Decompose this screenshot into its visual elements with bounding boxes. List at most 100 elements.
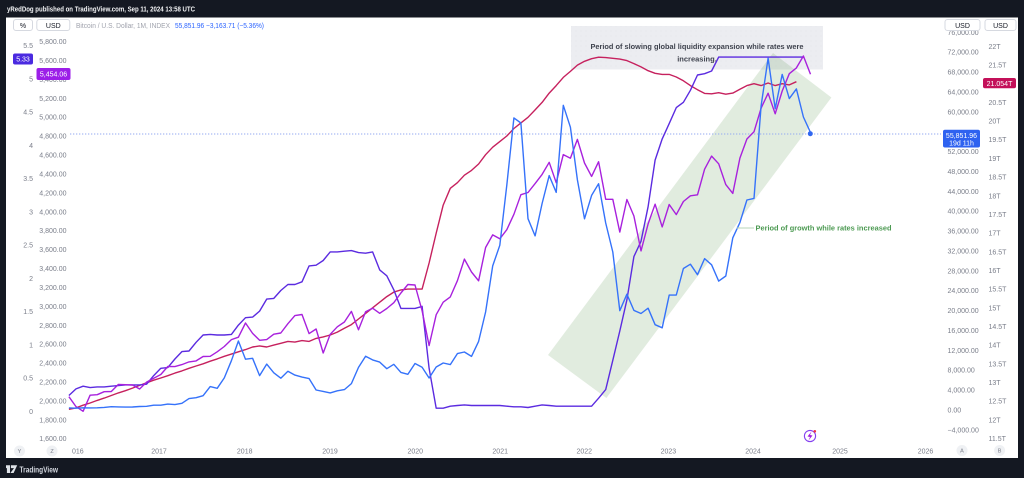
- svg-text:Z: Z: [50, 449, 54, 455]
- svg-text:2026: 2026: [918, 449, 934, 456]
- svg-text:2018: 2018: [237, 449, 253, 456]
- svg-text:−4,000.00: −4,000.00: [948, 427, 979, 434]
- svg-text:36,000.00: 36,000.00: [948, 229, 979, 236]
- svg-text:3.5: 3.5: [23, 176, 33, 183]
- svg-text:0.00: 0.00: [948, 408, 962, 415]
- svg-text:Period of slowing global liqui: Period of slowing global liquidity expan…: [591, 42, 804, 51]
- svg-text:76,000.00: 76,000.00: [948, 30, 979, 37]
- svg-text:3,800.00: 3,800.00: [39, 228, 66, 235]
- svg-text:USD: USD: [993, 23, 1008, 30]
- svg-text:2023: 2023: [661, 449, 677, 456]
- svg-text:5,600.00: 5,600.00: [39, 58, 66, 65]
- svg-text:5.5: 5.5: [23, 43, 33, 50]
- svg-text:17.5T: 17.5T: [989, 212, 1008, 219]
- svg-text:4.5: 4.5: [23, 110, 33, 117]
- svg-text:2022: 2022: [577, 449, 593, 456]
- svg-text:5,000.00: 5,000.00: [39, 115, 66, 122]
- svg-text:19T: 19T: [989, 156, 1002, 163]
- svg-text:16,000.00: 16,000.00: [948, 328, 979, 335]
- svg-text:yRedDog published on TradingVi: yRedDog published on TradingView.com, Se…: [7, 4, 195, 13]
- svg-text:44,000.00: 44,000.00: [948, 189, 979, 196]
- svg-text:0: 0: [29, 409, 33, 416]
- svg-text:3: 3: [29, 210, 33, 217]
- svg-text:2025: 2025: [832, 449, 848, 456]
- svg-text:12,000.00: 12,000.00: [948, 348, 979, 355]
- svg-text:13.5T: 13.5T: [989, 361, 1008, 368]
- svg-text:18.5T: 18.5T: [989, 175, 1008, 182]
- svg-text:14.5T: 14.5T: [989, 324, 1008, 331]
- svg-text:3,600.00: 3,600.00: [39, 247, 66, 254]
- svg-text:2021: 2021: [492, 449, 508, 456]
- svg-text:17T: 17T: [989, 231, 1002, 238]
- svg-text:1: 1: [29, 343, 33, 350]
- svg-text:22T: 22T: [989, 44, 1002, 51]
- svg-text:4,000.00: 4,000.00: [39, 209, 66, 216]
- svg-text:TradingView: TradingView: [20, 465, 59, 474]
- svg-text:55,851.96 −3,163.71 (−5.36%): 55,851.96 −3,163.71 (−5.36%): [175, 23, 264, 30]
- svg-text:2: 2: [29, 276, 33, 283]
- svg-text:60,000.00: 60,000.00: [948, 109, 979, 116]
- svg-text:28,000.00: 28,000.00: [948, 268, 979, 275]
- svg-text:4,800.00: 4,800.00: [39, 134, 66, 141]
- svg-text:3,400.00: 3,400.00: [39, 266, 66, 273]
- svg-text:55,851.96: 55,851.96: [946, 133, 977, 140]
- svg-text:2019: 2019: [322, 449, 338, 456]
- svg-text:%: %: [20, 23, 26, 30]
- svg-text:20.5T: 20.5T: [989, 100, 1008, 107]
- svg-text:21.5T: 21.5T: [989, 63, 1008, 70]
- svg-text:5,800.00: 5,800.00: [39, 39, 66, 46]
- svg-text:5.33: 5.33: [16, 57, 30, 64]
- svg-text:16.5T: 16.5T: [989, 249, 1008, 256]
- svg-text:4,200.00: 4,200.00: [39, 190, 66, 197]
- svg-text:4,600.00: 4,600.00: [39, 153, 66, 160]
- svg-text:14T: 14T: [989, 343, 1002, 350]
- svg-text:1.5: 1.5: [23, 309, 33, 316]
- svg-text:0.5: 0.5: [23, 376, 33, 383]
- svg-text:24,000.00: 24,000.00: [948, 288, 979, 295]
- svg-text:2,200.00: 2,200.00: [39, 380, 66, 387]
- svg-text:2.5: 2.5: [23, 243, 33, 250]
- svg-text:2,800.00: 2,800.00: [39, 323, 66, 330]
- svg-text:Bitcoin / U.S. Dollar, 1M, IND: Bitcoin / U.S. Dollar, 1M, INDEX: [76, 23, 170, 30]
- svg-text:15T: 15T: [989, 305, 1002, 312]
- svg-text:20T: 20T: [989, 119, 1002, 126]
- svg-text:21.054T: 21.054T: [987, 81, 1013, 88]
- svg-text:15.5T: 15.5T: [989, 287, 1008, 294]
- svg-text:016: 016: [72, 449, 84, 456]
- svg-text:12.5T: 12.5T: [989, 399, 1008, 406]
- svg-text:5: 5: [29, 77, 33, 84]
- svg-text:3,200.00: 3,200.00: [39, 285, 66, 292]
- svg-text:40,000.00: 40,000.00: [948, 209, 979, 216]
- svg-text:18T: 18T: [989, 193, 1002, 200]
- svg-text:4,400.00: 4,400.00: [39, 172, 66, 179]
- svg-text:13T: 13T: [989, 380, 1002, 387]
- svg-text:2017: 2017: [151, 449, 167, 456]
- svg-text:2,400.00: 2,400.00: [39, 361, 66, 368]
- svg-text:64,000.00: 64,000.00: [948, 90, 979, 97]
- svg-text:32,000.00: 32,000.00: [948, 249, 979, 256]
- svg-text:68,000.00: 68,000.00: [948, 70, 979, 77]
- svg-text:4,000.00: 4,000.00: [948, 388, 975, 395]
- svg-text:5,400.00: 5,400.00: [39, 77, 66, 84]
- svg-text:19.5T: 19.5T: [989, 137, 1008, 144]
- svg-text:A: A: [960, 449, 964, 455]
- svg-text:5,454.06: 5,454.06: [40, 72, 67, 79]
- svg-text:12T: 12T: [989, 417, 1002, 424]
- svg-text:2,600.00: 2,600.00: [39, 342, 66, 349]
- svg-text:1,800.00: 1,800.00: [39, 417, 66, 424]
- svg-text:increasing.: increasing.: [677, 55, 717, 64]
- svg-text:52,000.00: 52,000.00: [948, 149, 979, 156]
- svg-text:USD: USD: [46, 23, 61, 30]
- svg-text:USD: USD: [955, 23, 970, 30]
- svg-text:B: B: [998, 449, 1002, 455]
- svg-text:48,000.00: 48,000.00: [948, 169, 979, 176]
- svg-text:8,000.00: 8,000.00: [948, 368, 975, 375]
- svg-text:2,000.00: 2,000.00: [39, 398, 66, 405]
- svg-text:3,000.00: 3,000.00: [39, 304, 66, 311]
- svg-text:20,000.00: 20,000.00: [948, 308, 979, 315]
- svg-text:5,200.00: 5,200.00: [39, 96, 66, 103]
- svg-text:72,000.00: 72,000.00: [948, 50, 979, 57]
- svg-text:2024: 2024: [745, 449, 761, 456]
- svg-text:Period of growth while rates i: Period of growth while rates increased: [756, 224, 892, 233]
- svg-text:19d 11h: 19d 11h: [949, 141, 974, 148]
